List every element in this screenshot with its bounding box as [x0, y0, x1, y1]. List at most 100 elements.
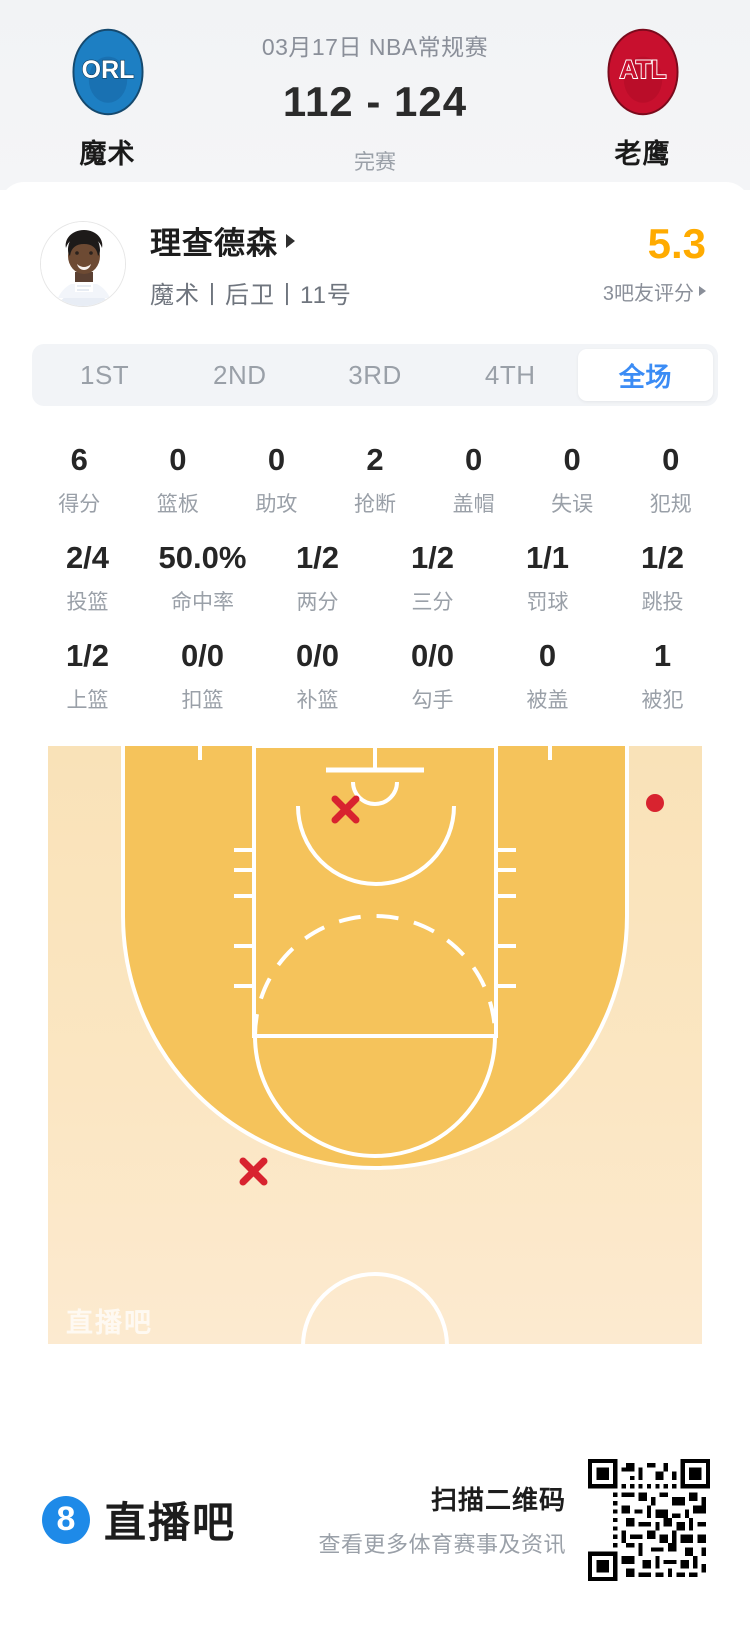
stat-label: 跳投	[641, 591, 684, 614]
stat-shots-blocked: 0 被盖	[490, 638, 605, 714]
player-info: 理查德森 魔术丨后卫丨11号	[150, 218, 603, 310]
away-team-logo: ATL	[595, 24, 691, 120]
stat-putback: 0/0 补篮	[260, 638, 375, 714]
chevron-right-small-icon[interactable]	[699, 286, 706, 296]
match-meta: 03月17日 NBA常规赛	[261, 34, 489, 60]
tab-3rd[interactable]: 3RD	[348, 359, 402, 390]
brand-logo[interactable]: 8 直播吧	[42, 1489, 236, 1550]
chevron-right-icon[interactable]	[286, 233, 295, 248]
stat-value: 1/2	[295, 540, 340, 575]
stat-hookshot: 0/0 勾手	[375, 638, 490, 714]
player-meta: 魔术丨后卫丨11号	[150, 282, 352, 309]
stat-value: 1/2	[65, 638, 110, 673]
shot-marker-miss	[331, 795, 360, 824]
tab-1st[interactable]: 1ST	[80, 359, 130, 390]
player-card: 理查德森 魔术丨后卫丨11号 5.3 3吧友评分 1ST 2ND 3RD 4TH…	[0, 182, 750, 1346]
stat-value: 1/2	[410, 540, 455, 575]
stat-value: 0/0	[295, 638, 340, 673]
player-name-line[interactable]: 理查德森	[150, 218, 603, 263]
match-header: ORL 魔术 03月17日 NBA常规赛 112 - 124 完赛 ATL 老鹰	[0, 0, 750, 190]
stat-turnovers: 0 失误	[523, 442, 622, 518]
stat-assists: 0 助攻	[227, 442, 326, 518]
stat-layup: 1/2 上篮	[30, 638, 145, 714]
period-tabs[interactable]: 1ST 2ND 3RD 4TH 全场	[32, 344, 718, 406]
shot-marker-make	[646, 794, 664, 812]
stat-value: 1/1	[525, 540, 570, 575]
stat-jumpshot: 1/2 跳投	[605, 540, 720, 616]
stat-value: 0	[464, 442, 483, 477]
away-team-name: 老鹰	[614, 139, 671, 169]
stat-rebounds: 0 篮板	[129, 442, 228, 518]
tab-2nd[interactable]: 2ND	[213, 359, 267, 390]
stat-blocks: 0 盖帽	[424, 442, 523, 518]
stat-twopoint: 1/2 两分	[260, 540, 375, 616]
tab-full-game[interactable]: 全场	[577, 349, 714, 401]
stat-label: 罚球	[526, 591, 569, 614]
rating-label: 3吧友评分	[602, 282, 694, 305]
stats-row-shooting: 2/4 投篮 50.0% 命中率 1/2 两分 1/2 三分 1/1 罚球	[30, 540, 720, 616]
player-avatar	[40, 221, 126, 307]
svg-text:ATL: ATL	[619, 56, 666, 84]
stat-label: 上篮	[66, 689, 109, 712]
stat-freethrow: 1/1 罚球	[490, 540, 605, 616]
qr-code[interactable]	[588, 1458, 710, 1581]
rating-label-line[interactable]: 3吧友评分	[603, 277, 706, 306]
shot-marker-miss	[239, 1157, 268, 1186]
rating-value: 5.3	[647, 219, 706, 267]
stat-label: 被盖	[526, 689, 569, 712]
stat-label: 被犯	[641, 689, 684, 712]
tab-4th[interactable]: 4TH	[484, 359, 536, 390]
home-team-name: 魔术	[79, 139, 136, 169]
svg-text:ORL: ORL	[81, 56, 134, 84]
stat-label: 投篮	[66, 591, 109, 614]
shot-chart[interactable]: 直播吧	[48, 746, 702, 1346]
stat-value: 0/0	[410, 638, 455, 673]
player-rating[interactable]: 5.3 3吧友评分	[603, 219, 706, 306]
stat-value: 1	[653, 638, 672, 673]
stat-fouls: 0 犯规	[621, 442, 720, 518]
stat-label: 勾手	[411, 689, 454, 712]
stat-value: 0/0	[180, 638, 225, 673]
stat-label: 抢断	[354, 493, 397, 516]
home-team-logo: ORL	[60, 24, 156, 120]
court-watermark: 直播吧	[66, 1308, 153, 1338]
brand-name: 直播吧	[104, 1499, 237, 1546]
stats-row-shottypes: 1/2 上篮 0/0 扣篮 0/0 补篮 0/0 勾手 0 被盖	[30, 638, 720, 714]
stat-label: 三分	[411, 591, 454, 614]
match-status: 完赛	[354, 151, 396, 174]
stat-value: 0	[267, 442, 286, 477]
stat-value: 2	[366, 442, 384, 477]
player-row[interactable]: 理查德森 魔术丨后卫丨11号 5.3 3吧友评分	[0, 182, 750, 330]
stat-fieldgoals: 2/4 投篮	[30, 540, 145, 616]
stat-label: 犯规	[649, 493, 692, 516]
stat-label: 补篮	[296, 689, 339, 712]
match-score: 112 - 124	[282, 78, 468, 125]
stat-label: 篮板	[156, 493, 199, 516]
stats-grid: 6 得分 0 篮板 0 助攻 2 抢断 0 盖帽	[0, 406, 750, 720]
stat-label: 命中率	[171, 591, 234, 614]
stat-value: 0	[169, 442, 187, 477]
stat-value: 0	[563, 442, 581, 477]
stat-value: 50.0%	[158, 540, 247, 575]
stat-value: 1/2	[640, 540, 685, 575]
stat-fouls-drawn: 1 被犯	[605, 638, 720, 714]
scan-title: 扫描二维码	[430, 1485, 566, 1515]
stat-label: 两分	[296, 591, 339, 614]
home-team[interactable]: ORL 魔术	[0, 0, 215, 171]
stat-dunk: 0/0 扣篮	[145, 638, 260, 714]
scan-hint: 扫描二维码 查看更多体育赛事及资讯	[318, 1480, 566, 1559]
stat-fgpct: 50.0% 命中率	[145, 540, 260, 616]
match-center-block: 03月17日 NBA常规赛 112 - 124 完赛	[215, 0, 535, 176]
stats-row-primary: 6 得分 0 篮板 0 助攻 2 抢断 0 盖帽	[30, 442, 720, 518]
stat-steals: 2 抢断	[326, 442, 425, 518]
brand-badge-icon: 8	[42, 1495, 90, 1544]
stat-label: 失误	[551, 493, 594, 516]
player-name: 理查德森	[150, 226, 278, 261]
stat-threepoint: 1/2 三分	[375, 540, 490, 616]
stat-value: 6	[70, 442, 88, 477]
stat-value: 0	[538, 638, 557, 673]
away-team[interactable]: ATL 老鹰	[535, 0, 750, 171]
stat-points: 6 得分	[30, 442, 129, 518]
scan-subtitle: 查看更多体育赛事及资讯	[318, 1532, 566, 1557]
